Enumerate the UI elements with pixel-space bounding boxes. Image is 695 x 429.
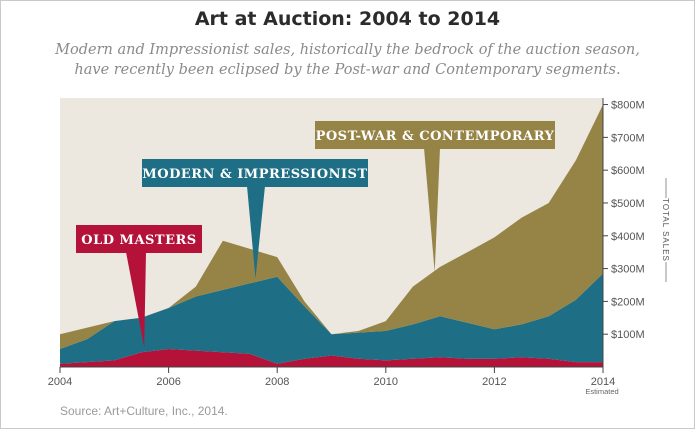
y-tick-label: $700M <box>611 132 645 144</box>
y-axis-label: TOTAL SALES <box>661 198 670 262</box>
callout-modern-impressionist-label: MODERN & IMPRESSIONIST <box>142 167 367 182</box>
callout-old-masters-box <box>76 225 202 253</box>
y-tick-label: $800M <box>611 100 645 112</box>
x-tick-label: 2006 <box>156 376 180 388</box>
callout-post-war-contemporary-label: POST-WAR & CONTEMPORARY <box>316 129 555 144</box>
callout-old-masters-label: OLD MASTERS <box>81 233 196 248</box>
chart-title: Art at Auction: 2004 to 2014 <box>194 8 501 30</box>
y-tick-label: $500M <box>611 198 645 210</box>
x-tick-label: 2014 <box>591 376 615 388</box>
x-tick-label: 2008 <box>265 376 289 388</box>
y-tick-label: $400M <box>611 231 645 243</box>
callout-modern-impressionist-box <box>142 159 368 187</box>
y-tick-label: $300M <box>611 264 645 276</box>
source-note: Source: Art+Culture, Inc., 2014. <box>60 404 228 418</box>
x-tick-label: 2004 <box>48 376 72 388</box>
y-tick-label: $100M <box>611 329 645 341</box>
x-tick-label: 2010 <box>374 376 398 388</box>
callout-post-war-contemporary-pointer <box>424 148 440 272</box>
subtitle-line-2: have recently been eclipsed by the Post-… <box>74 62 621 78</box>
subtitle-line-1: Modern and Impressionist sales, historic… <box>55 42 640 58</box>
estimated-note: Estimated <box>585 387 618 396</box>
x-tick-label: 2012 <box>482 376 506 388</box>
y-tick-label: $200M <box>611 296 645 308</box>
chart-subtitle: Modern and Impressionist sales, historic… <box>0 40 695 80</box>
callout-modern-impressionist-pointer <box>247 186 265 279</box>
area-post-war-contemporary <box>60 104 603 349</box>
callout-post-war-contemporary-box <box>315 121 555 149</box>
y-tick-label: $600M <box>611 165 645 177</box>
callout-old-masters-pointer <box>126 252 146 348</box>
area-modern-impressionist <box>60 273 603 364</box>
area-old-masters <box>60 349 603 367</box>
